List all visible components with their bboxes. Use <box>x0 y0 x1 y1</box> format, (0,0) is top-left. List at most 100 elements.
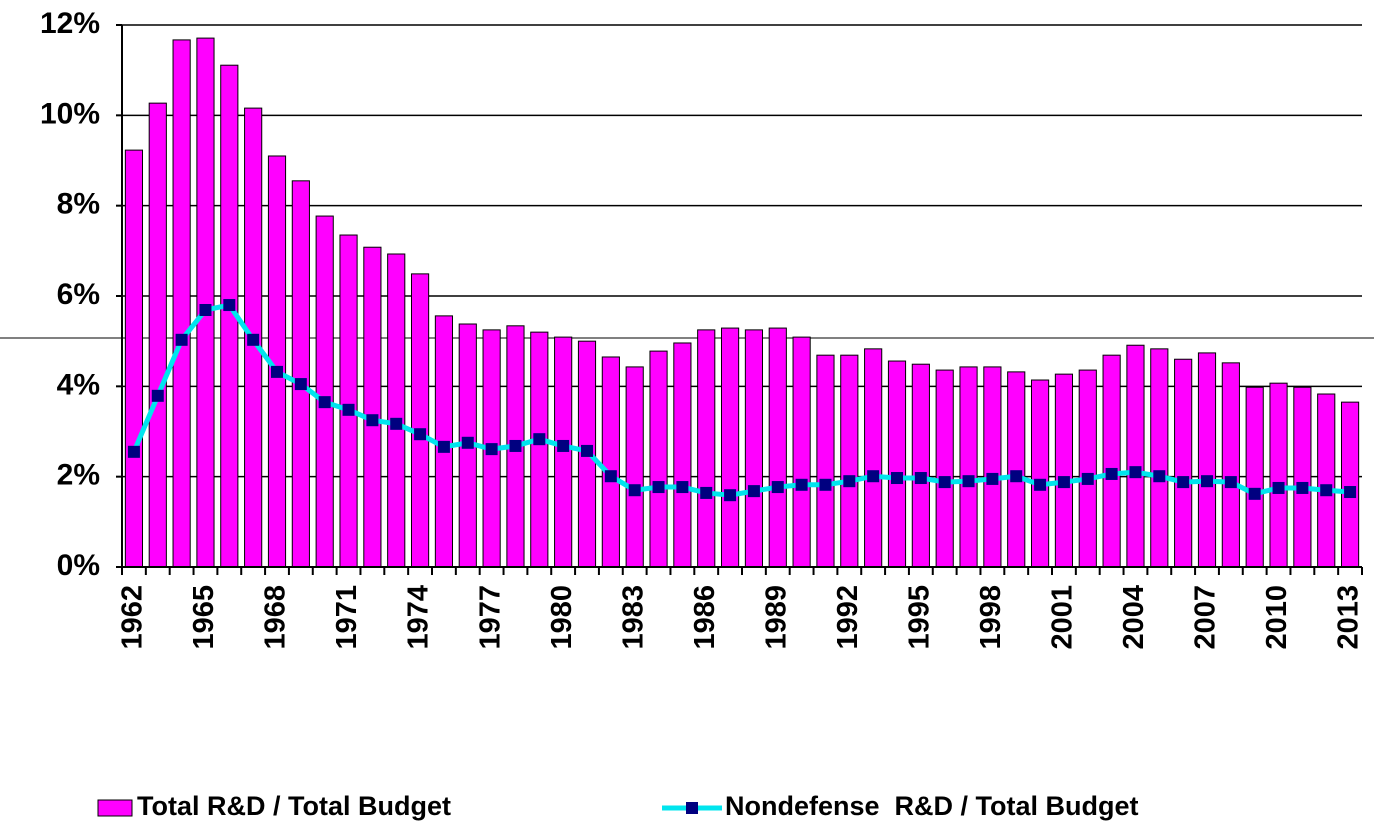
bar <box>792 336 811 568</box>
x-tick-label: 1971 <box>331 585 363 650</box>
marker <box>724 489 737 502</box>
x-tick-label: 2004 <box>1118 585 1150 650</box>
x-tick-label: 2007 <box>1190 585 1222 650</box>
x-tick-label: 1983 <box>617 585 649 650</box>
marker <box>1010 470 1023 483</box>
bar <box>1245 386 1264 568</box>
x-tick-label: 1992 <box>832 585 864 650</box>
bar <box>291 180 310 568</box>
bar <box>649 350 668 568</box>
x-tick-label: 2001 <box>1047 585 1079 650</box>
marker <box>1153 470 1166 483</box>
marker <box>962 475 975 488</box>
marker <box>485 443 498 456</box>
bar <box>1197 352 1217 568</box>
marker <box>867 470 880 483</box>
y-tick-label: 6% <box>57 278 100 311</box>
marker <box>294 378 307 391</box>
marker <box>843 475 856 488</box>
marker <box>700 486 713 499</box>
marker <box>223 299 236 312</box>
marker <box>318 396 331 409</box>
marker <box>437 440 450 453</box>
marker <box>1034 478 1047 491</box>
x-tick-label: 1989 <box>760 585 792 650</box>
marker <box>390 417 403 430</box>
marker <box>795 478 808 491</box>
x-tick-label: 1962 <box>117 585 149 650</box>
bar <box>911 363 930 568</box>
x-tick-label: 1998 <box>975 585 1007 650</box>
bar <box>1269 382 1288 568</box>
bar <box>554 336 573 568</box>
x-tick-label: 1995 <box>904 585 936 650</box>
marker <box>1272 481 1285 494</box>
marker <box>819 478 832 491</box>
x-tick-label: 2013 <box>1333 585 1365 650</box>
marker <box>199 304 212 317</box>
bar <box>1102 354 1121 568</box>
bar <box>196 37 215 568</box>
y-tick-label: 12% <box>40 7 100 40</box>
marker <box>461 436 474 449</box>
bar <box>148 102 167 568</box>
bar <box>935 369 954 568</box>
marker <box>1201 475 1213 488</box>
bar <box>601 356 620 568</box>
x-tick-label: 1980 <box>546 585 578 650</box>
marker <box>1344 486 1357 499</box>
bar <box>744 329 764 568</box>
bar <box>625 366 644 568</box>
bar <box>1340 401 1360 568</box>
marker <box>676 481 689 494</box>
bar <box>673 342 692 568</box>
legend-label: Total R&D / Total Budget <box>137 791 451 821</box>
marker <box>271 365 283 378</box>
marker <box>747 485 760 498</box>
marker <box>1105 467 1118 480</box>
bar <box>1054 373 1074 568</box>
y-tick-label: 10% <box>40 97 100 130</box>
marker <box>1248 487 1261 500</box>
bar <box>387 253 406 568</box>
marker <box>533 433 546 446</box>
y-tick-label: 4% <box>57 368 100 401</box>
bar <box>887 360 907 568</box>
legend-swatch <box>97 799 133 817</box>
y-tick-label: 2% <box>57 459 100 492</box>
x-tick-label: 1968 <box>260 585 292 650</box>
bar <box>410 273 430 568</box>
marker <box>509 439 522 452</box>
marker <box>557 439 570 452</box>
x-tick-label: 1965 <box>188 585 220 650</box>
bar <box>1007 371 1026 568</box>
bar <box>768 327 787 568</box>
bar <box>315 215 334 568</box>
bar <box>840 354 859 568</box>
x-tick-label: 1974 <box>403 585 435 650</box>
marker <box>1081 472 1094 485</box>
bar <box>1317 393 1336 568</box>
bar <box>816 354 835 568</box>
bar <box>124 149 144 568</box>
line <box>131 302 1351 498</box>
marker <box>1177 476 1190 489</box>
marker <box>604 470 617 483</box>
marker <box>581 444 593 457</box>
marker <box>1296 481 1309 494</box>
y-tick-label: 0% <box>57 549 100 582</box>
bar <box>1221 362 1240 568</box>
marker <box>414 428 427 441</box>
bar <box>1150 348 1169 568</box>
marker <box>175 333 188 346</box>
bar <box>530 331 549 568</box>
bar <box>1174 358 1193 568</box>
bar <box>172 39 191 568</box>
marker <box>366 414 379 427</box>
bar <box>697 329 716 568</box>
marker <box>1320 484 1333 497</box>
x-tick-label: 2010 <box>1261 585 1293 650</box>
marker <box>652 481 665 494</box>
marker <box>771 481 784 494</box>
